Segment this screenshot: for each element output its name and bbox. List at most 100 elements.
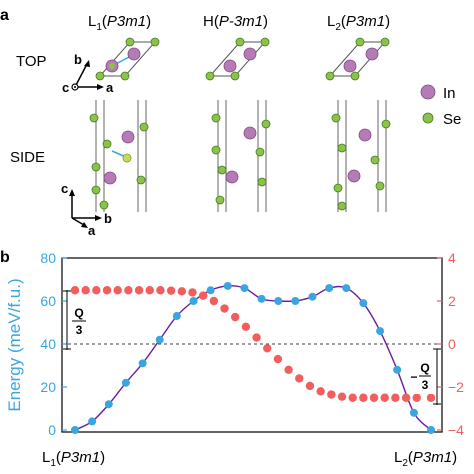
q-label-den: 3: [76, 323, 83, 337]
energy-series: [71, 281, 435, 434]
left-tick-label: 20: [40, 379, 56, 395]
energy-point: [409, 408, 418, 417]
left-tick-label: 40: [40, 336, 56, 352]
energy-point: [342, 284, 351, 293]
axis-b-label: b: [74, 52, 82, 67]
neg-q-den: 3: [422, 378, 429, 392]
polarization-point: [145, 286, 154, 295]
polarization-point: [70, 286, 80, 295]
q-over-3-left: Q 3: [63, 290, 88, 350]
axis-a-label: a: [106, 80, 114, 95]
energy-point: [308, 292, 317, 301]
polarization-point: [391, 393, 400, 402]
energy-point: [172, 312, 181, 321]
top-cell-3: [325, 37, 390, 81]
phase-title-1: L1(P3m1): [88, 13, 151, 33]
legend-swatch-in: [420, 84, 436, 100]
polarization-point: [81, 286, 90, 295]
polarization-point: [316, 387, 325, 396]
energy-point: [121, 378, 130, 387]
polarization-point: [102, 286, 112, 295]
side-axis-c-label: c: [61, 181, 68, 196]
polarization-point: [284, 365, 293, 374]
polarization-point: [263, 344, 272, 353]
polarization-point: [380, 393, 389, 402]
neg-q-sign: −: [410, 370, 417, 384]
polarization-point: [426, 393, 436, 402]
top-view-axes: c a b: [62, 52, 114, 95]
polarization-point: [156, 286, 165, 295]
row-label-side: SIDE: [10, 149, 45, 166]
panel-energy-chart: b 0 20 40 60 80 −4 −2 0 2 4 Energy (meV/f.u.) Q …: [0, 249, 464, 469]
right-tick-label: 2: [448, 293, 456, 309]
legend-label-se: Se: [443, 111, 461, 128]
panel-a-letter: a: [0, 7, 9, 24]
side-cell-2: [211, 100, 271, 212]
polarization-point: [348, 393, 357, 402]
panel-structures: a L1(P3m1) H(P-3m1) L2(P3m1) TOP SIDE c …: [0, 7, 461, 238]
polarization-point: [177, 287, 186, 296]
polarization-point: [252, 333, 261, 342]
right-tick-label: 0: [448, 336, 456, 352]
energy-point: [240, 284, 249, 293]
energy-point: [88, 417, 97, 426]
x-label-start: L1(P3m1): [42, 449, 105, 469]
polarization-point: [337, 392, 347, 401]
energy-point: [291, 297, 300, 305]
energy-point: [325, 284, 334, 293]
polarization-point: [401, 393, 411, 402]
polarization-point: [188, 288, 197, 297]
energy-point: [223, 281, 232, 290]
atom-legend: In Se: [420, 84, 461, 128]
polarization-point: [359, 393, 368, 402]
polarization-point: [220, 304, 229, 313]
phase-title-2: H(P-3m1): [203, 13, 268, 30]
legend-swatch-se: [422, 112, 434, 124]
energy-point: [189, 297, 198, 305]
phase-title-3: L2(P3m1): [327, 13, 390, 33]
energy-point: [257, 294, 266, 303]
polarization-point: [113, 286, 122, 295]
polarization-point: [305, 381, 315, 391]
right-tick-label: 4: [448, 250, 456, 266]
left-tick-label: 80: [40, 250, 56, 266]
x-label-end: L2(P3m1): [394, 449, 457, 469]
axis-c-label: c: [62, 80, 69, 95]
polarization-point: [166, 286, 176, 295]
top-cell-1: [95, 37, 160, 81]
plot-frame: [61, 257, 443, 433]
top-cell-2: [205, 37, 270, 81]
polarization-point: [134, 286, 144, 295]
right-tick-label: −2: [448, 379, 464, 395]
q-label-num: Q: [74, 306, 83, 320]
side-cell-1: [89, 100, 149, 212]
polarization-point: [273, 354, 283, 364]
polarization-point: [124, 286, 133, 295]
polarization-point: [231, 312, 240, 322]
energy-point: [376, 327, 385, 336]
left-axis-ticks: 0 20 40 60 80: [40, 250, 67, 438]
energy-point: [138, 359, 147, 368]
polarization-series: [70, 286, 436, 402]
neg-q-num: Q: [420, 361, 429, 375]
y-axis-label: Energy (meV/f.u.): [5, 278, 24, 411]
energy-point: [274, 297, 283, 305]
energy-point: [427, 426, 435, 434]
legend-label-in: In: [443, 85, 456, 102]
energy-point: [206, 286, 215, 295]
left-tick-label: 60: [40, 293, 56, 309]
row-label-top: TOP: [16, 53, 47, 70]
energy-point: [71, 426, 79, 434]
polarization-point: [327, 390, 336, 399]
polarization-point: [209, 296, 219, 306]
side-cell-3: [331, 100, 391, 212]
polarization-point: [198, 291, 208, 300]
side-axis-b-label: b: [104, 211, 112, 226]
panel-b-letter: b: [0, 249, 10, 266]
right-tick-label: −4: [448, 422, 464, 438]
polarization-point: [295, 374, 304, 383]
energy-point: [393, 365, 402, 374]
right-axis-ticks: −4 −2 0 2 4: [437, 250, 464, 438]
side-view-axes: c b a: [61, 181, 112, 238]
